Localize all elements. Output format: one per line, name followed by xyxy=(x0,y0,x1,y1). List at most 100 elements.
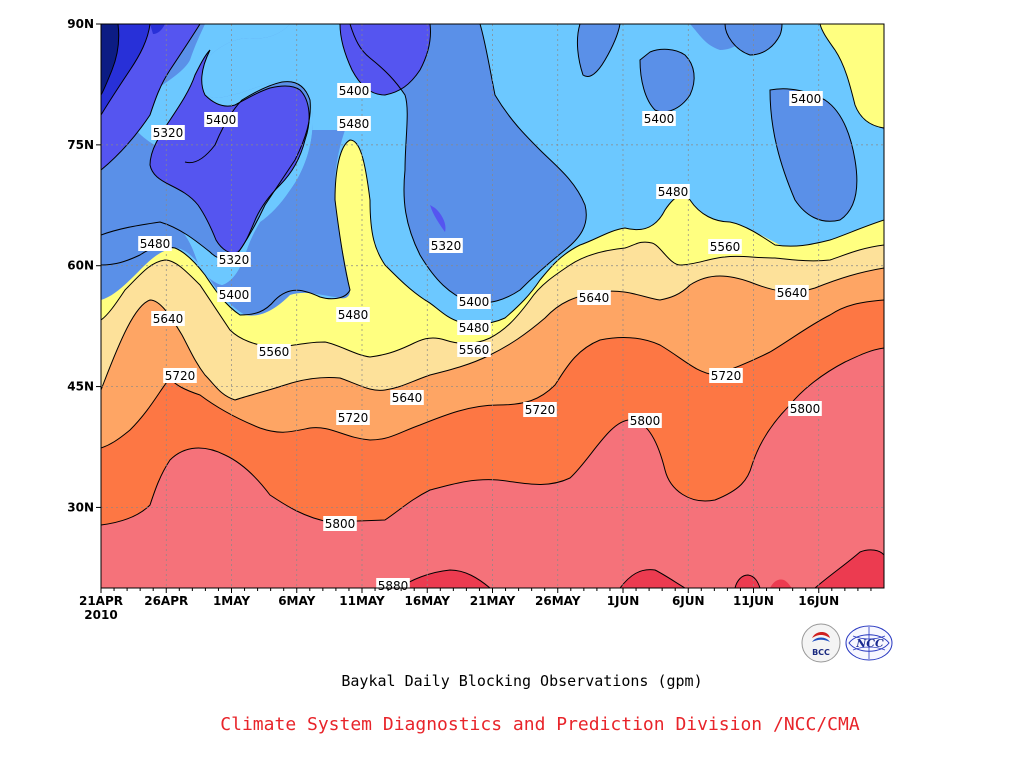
y-axis: 90N 75N 60N 45N 30N xyxy=(67,17,101,514)
svg-text:5880: 5880 xyxy=(378,579,409,593)
contour-label: 5480 xyxy=(656,184,690,199)
contour-label: 5720 xyxy=(523,402,557,417)
contour-line-5720 xyxy=(101,299,884,449)
contour-labels: 5320 5400 5400 5400 5400 5480 5320 5320 5480 5400… xyxy=(138,83,823,593)
y-tick-label: 75N xyxy=(67,138,94,152)
x-tick-label: 21MAY xyxy=(470,594,516,608)
y-tick-label: 90N xyxy=(67,17,94,31)
contour-fills xyxy=(101,24,884,588)
svg-text:5480: 5480 xyxy=(338,308,369,322)
svg-text:5400: 5400 xyxy=(339,84,370,98)
bcc-logo-icon: BCC xyxy=(801,623,841,663)
x-tick-label: 1MAY xyxy=(213,594,250,608)
contour-label: 5320 xyxy=(217,252,251,267)
svg-text:5400: 5400 xyxy=(644,112,675,126)
contour-label: 5480 xyxy=(457,320,491,335)
contour-line-5480 xyxy=(101,139,884,325)
svg-text:5480: 5480 xyxy=(658,185,689,199)
contour-label: 5720 xyxy=(163,368,197,383)
x-tick-label: 26MAY xyxy=(535,594,581,608)
x-tick-label: 11MAY xyxy=(339,594,385,608)
contour-line-5320-b xyxy=(149,49,310,254)
svg-text:5320: 5320 xyxy=(431,239,462,253)
contour-label: 5640 xyxy=(577,290,611,305)
svg-text:5560: 5560 xyxy=(259,345,290,359)
y-tick-label: 30N xyxy=(67,500,94,514)
svg-text:5400: 5400 xyxy=(459,295,490,309)
x-tick-label: 21APR xyxy=(79,594,123,608)
y-tick-label: 45N xyxy=(67,380,94,394)
contour-label: 5720 xyxy=(709,368,743,383)
x-year-label: 2010 xyxy=(84,608,117,622)
svg-text:5560: 5560 xyxy=(459,343,490,357)
svg-text:5560: 5560 xyxy=(710,240,741,254)
contour-line-5880 xyxy=(399,549,884,588)
svg-text:5480: 5480 xyxy=(459,321,490,335)
bcc-logo-text: BCC xyxy=(812,648,830,657)
contour-label: 5320 xyxy=(151,125,185,140)
contour-label: 5640 xyxy=(151,311,185,326)
contour-label: 5400 xyxy=(457,294,491,309)
ncc-logo-icon: NCC xyxy=(845,625,893,661)
svg-text:5800: 5800 xyxy=(790,402,821,416)
contour-line-5160 xyxy=(101,24,120,96)
svg-text:5720: 5720 xyxy=(338,411,369,425)
contour-label: 5560 xyxy=(708,239,742,254)
svg-text:5640: 5640 xyxy=(777,286,808,300)
contour-line-5320 xyxy=(101,24,201,171)
contour-label: 5400 xyxy=(642,111,676,126)
x-axis: 21APR 26APR 1MAY 6MAY 11MAY 16MAY 21MAY 26MAY 1J… xyxy=(79,588,872,622)
contour-line-5640 xyxy=(101,267,884,401)
contour-label: 5400 xyxy=(789,91,823,106)
fill-5480-5560-right xyxy=(820,24,884,128)
contour-label: 5480 xyxy=(138,236,172,251)
contour-line-5320-c xyxy=(339,24,431,96)
contour-line-5400-f xyxy=(724,24,783,56)
svg-text:5480: 5480 xyxy=(140,237,171,251)
contour-label: 5400 xyxy=(337,83,371,98)
svg-text:5640: 5640 xyxy=(153,312,184,326)
contour-line-5800 xyxy=(101,347,884,526)
contour-label: 5560 xyxy=(457,342,491,357)
svg-text:5480: 5480 xyxy=(339,117,370,131)
ncc-logo-text: NCC xyxy=(855,637,884,650)
svg-text:5800: 5800 xyxy=(630,414,661,428)
fill-5320-5400-main xyxy=(101,24,857,303)
x-tick-label: 6MAY xyxy=(278,594,315,608)
svg-text:5320: 5320 xyxy=(153,126,184,140)
contour-label: 5480 xyxy=(336,307,370,322)
organization-credit: Climate System Diagnostics and Predictio… xyxy=(220,714,860,735)
svg-text:5720: 5720 xyxy=(525,403,556,417)
contour-line-5400 xyxy=(101,81,311,260)
svg-text:5640: 5640 xyxy=(579,291,610,305)
contour-label: 5880 xyxy=(376,578,410,593)
svg-text:5640: 5640 xyxy=(392,391,423,405)
svg-text:5720: 5720 xyxy=(165,369,196,383)
contour-label: 5800 xyxy=(628,413,662,428)
x-tick-label: 16MAY xyxy=(405,594,451,608)
x-tick-label: 1JUN xyxy=(607,594,640,608)
svg-text:5400: 5400 xyxy=(219,288,250,302)
svg-text:5400: 5400 xyxy=(791,92,822,106)
chart-title: Baykal Daily Blocking Observations (gpm) xyxy=(341,672,703,690)
x-tick-label: 6JUN xyxy=(672,594,705,608)
svg-text:5800: 5800 xyxy=(325,517,356,531)
contour-label: 5720 xyxy=(336,410,370,425)
contour-label: 5400 xyxy=(204,112,238,127)
contour-label: 5480 xyxy=(337,116,371,131)
x-tick-label: 16JUN xyxy=(798,594,839,608)
contour-line-5400-d xyxy=(639,48,695,113)
contour-label: 5640 xyxy=(390,390,424,405)
contour-line-5240 xyxy=(101,24,151,116)
x-tick-label: 11JUN xyxy=(733,594,774,608)
y-tick-label: 60N xyxy=(67,259,94,273)
x-tick-label: 26APR xyxy=(144,594,188,608)
fill-below-5160 xyxy=(101,24,119,95)
fill-5880-plus xyxy=(400,549,884,588)
contour-line-5400-b xyxy=(349,24,587,304)
contour-line-5400-c xyxy=(576,24,621,77)
contour-label: 5800 xyxy=(323,516,357,531)
contour-line-5400-e xyxy=(769,88,858,222)
contour-label: 5560 xyxy=(257,344,291,359)
